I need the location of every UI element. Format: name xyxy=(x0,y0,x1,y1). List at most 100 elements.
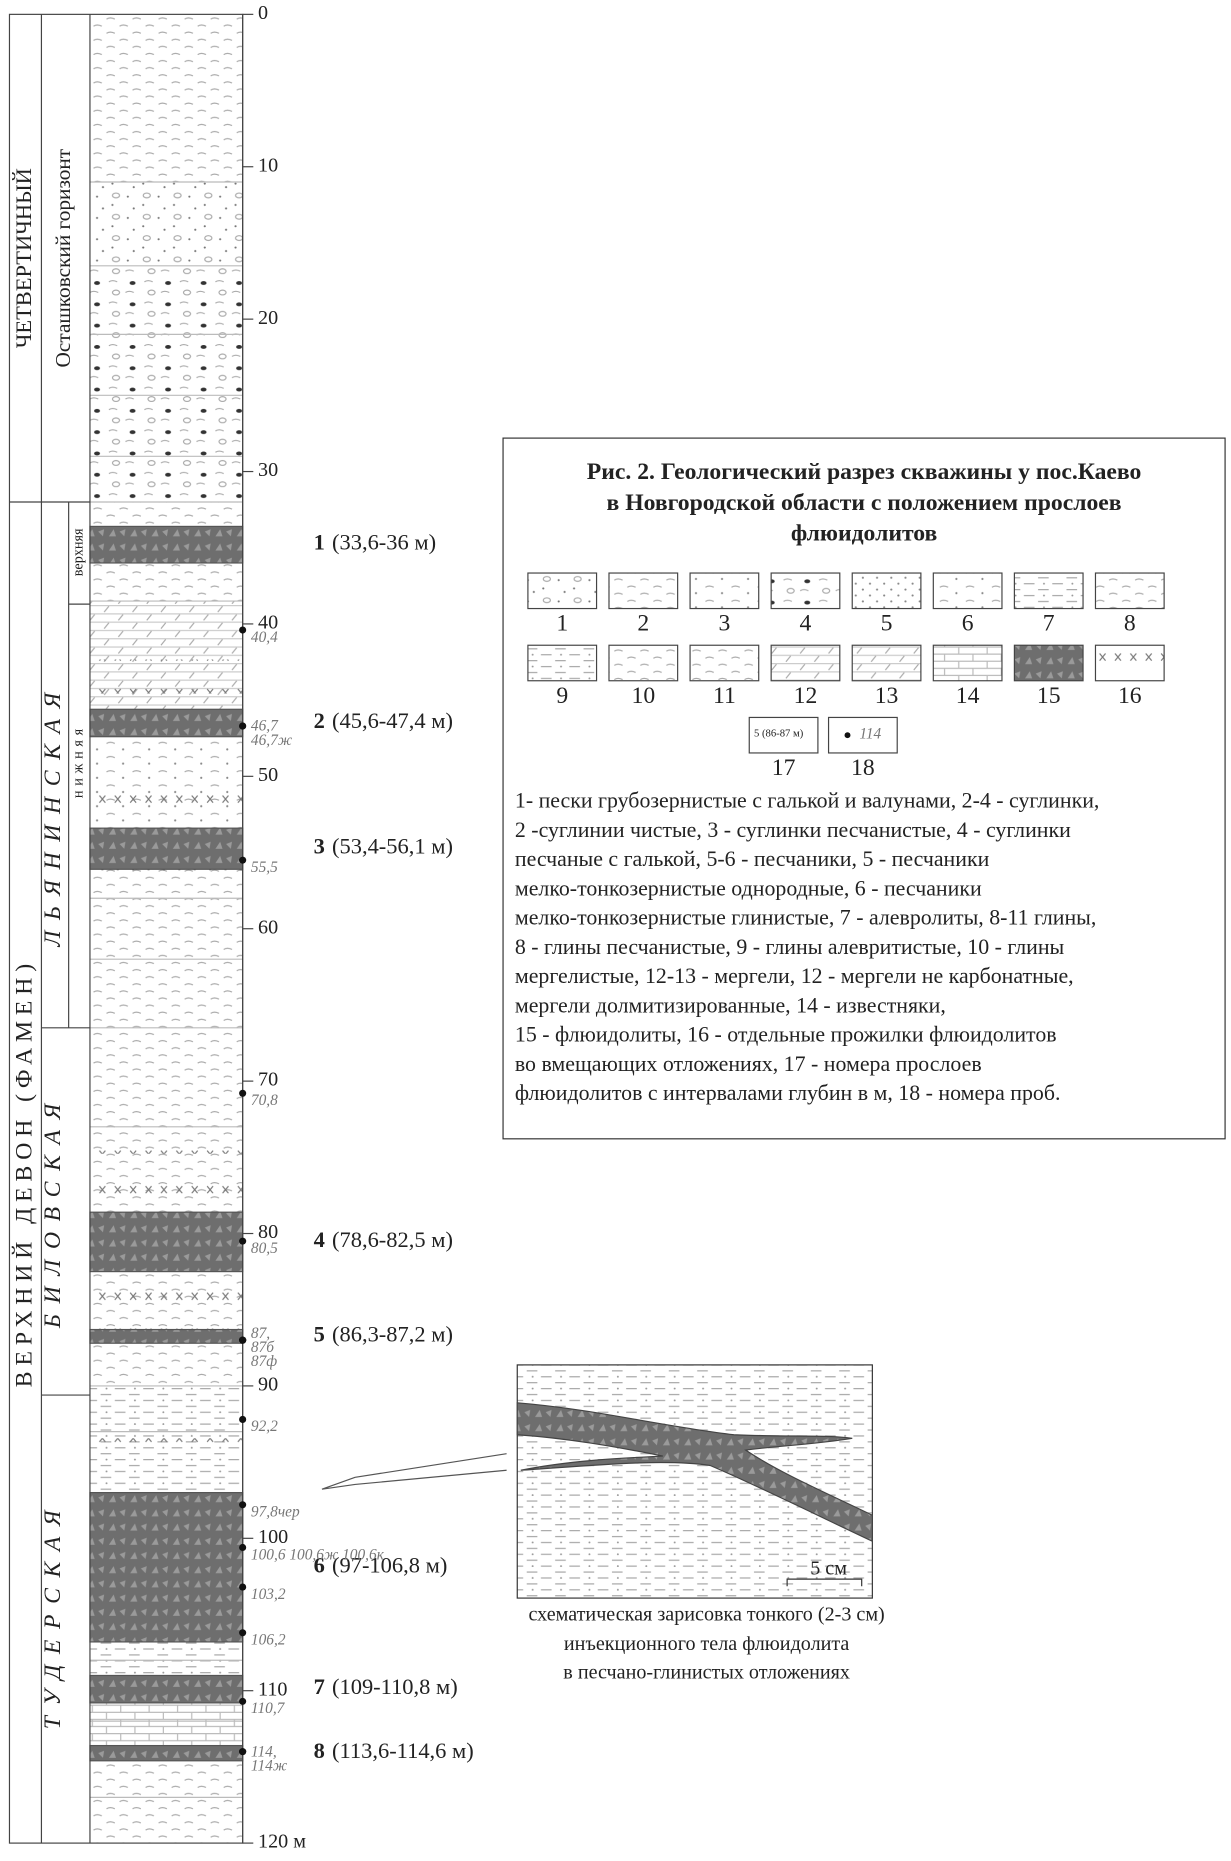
legend-number: 2 xyxy=(637,611,649,637)
layer-label: 3(53,4-56,1 м) xyxy=(314,834,453,859)
layer-interval: (45,6-47,4 м) xyxy=(332,708,453,733)
legend-number: 15 xyxy=(1037,683,1061,709)
legend-number: 9 xyxy=(556,683,568,709)
legend: Рис. 2. Геологический разрез скважины у … xyxy=(515,459,1164,1105)
legend-title: Рис. 2. Геологический разрез скважины у … xyxy=(587,459,1142,485)
vein-marks xyxy=(90,1271,243,1285)
layer-label: 1(33,6-36 м) xyxy=(314,530,436,555)
layer-label: 4 (78,6-82,5 м) xyxy=(314,1227,453,1252)
legend-swatch xyxy=(609,645,678,681)
inset: 5 см схематическая зарисовка тонкого (2-… xyxy=(322,1365,885,1684)
page: Геологический разрез html, body { margin… xyxy=(0,0,1231,1861)
depth-tick-label: 50 xyxy=(258,764,278,786)
legend-number: 4 xyxy=(800,611,812,637)
legend-description: 1- пески грубозернистые с галькой и валу… xyxy=(515,788,1100,813)
legend-swatch xyxy=(1014,645,1083,681)
legend-swatch xyxy=(1014,573,1083,609)
formation-label: ТУДЕРСКАЯ xyxy=(40,1500,66,1729)
legend-description: мергели долмитизированные, 14 - известня… xyxy=(515,992,946,1017)
legend-number: 6 xyxy=(962,611,974,637)
depth-tick-label: 90 xyxy=(258,1374,278,1396)
fluidolite-layer xyxy=(90,709,243,736)
fluidolite-layer xyxy=(90,1746,243,1761)
formation-label: ЛЬЯНИНСКАЯ xyxy=(40,682,66,947)
legend-swatch xyxy=(771,645,840,681)
legend-number: 8 xyxy=(1124,611,1136,637)
legend-swatch xyxy=(933,573,1002,609)
sample-label: 97,8чер xyxy=(251,1504,300,1521)
fluidolite-layer xyxy=(90,828,243,869)
layer-number: 5 xyxy=(314,1322,325,1347)
layer-interval: (78,6-82,5 м) xyxy=(332,1227,453,1252)
legend-number: 11 xyxy=(713,683,736,709)
layer-label: 2 (45,6-47,4 м) xyxy=(314,708,453,733)
subformation-label: нижняя xyxy=(71,724,87,798)
fluidolite-layer xyxy=(90,1493,243,1642)
system-label: ЧЕТВЕРТИЧНЫЙ xyxy=(11,168,36,348)
vein-marks xyxy=(90,795,243,809)
arrow xyxy=(322,1454,507,1490)
legend-description: флюидолитов с интервалами глубин в м, 18… xyxy=(515,1080,1061,1105)
inset-caption: инъекционного тела флюидолита xyxy=(564,1633,850,1655)
legend-number: 12 xyxy=(794,683,818,709)
legend-swatch xyxy=(1095,573,1164,609)
sample-label: 46,7ж xyxy=(251,732,293,749)
legend-title: в Новгородской области с положением прос… xyxy=(607,490,1122,516)
fluidolite-layer xyxy=(90,526,243,563)
legend-swatch xyxy=(852,645,921,681)
legend-swatch xyxy=(528,645,597,681)
vein-marks xyxy=(90,1179,243,1193)
sample-dot xyxy=(239,722,246,729)
legend-swatch xyxy=(852,573,921,609)
legend-description: мергелистые, 12-13 - мергели, 12 - мерге… xyxy=(515,963,1074,988)
legend-swatch xyxy=(1095,645,1164,681)
legend-number: 17 xyxy=(772,755,796,781)
inset-caption: в песчано-глинистых отложениях xyxy=(563,1661,850,1683)
layer-number: 7 xyxy=(314,1674,325,1699)
sample-label: 92,2 xyxy=(251,1418,278,1435)
legend-description: мелко-тонкозернистые однородные, 6 - пес… xyxy=(515,875,982,900)
sample-dot xyxy=(239,1501,246,1508)
scale-label: 5 см xyxy=(810,1557,847,1579)
fluidolite-layer xyxy=(90,1330,243,1344)
legend-description: 15 - флюидолиты, 16 - отдельные прожилки… xyxy=(515,1022,1057,1047)
layer-number: 2 xyxy=(314,708,325,733)
figure: 1(33,6-36 м) 2 (45,6-47,4 м) 3(53,4-56,1 м)… xyxy=(0,0,1231,1861)
layer-label: 8(113,6-114,6 м) xyxy=(314,1738,474,1763)
layer-number: 4 xyxy=(314,1227,325,1252)
sample-dot xyxy=(239,626,246,633)
fluidolite-layer xyxy=(90,1675,243,1702)
legend-number: 10 xyxy=(631,683,655,709)
sample-dot xyxy=(239,1629,246,1636)
depth-tick-label: 30 xyxy=(258,459,278,481)
sample-dot xyxy=(239,1090,246,1097)
sample-dot xyxy=(239,1238,246,1245)
depth-tick-label: 70 xyxy=(258,1069,278,1091)
sample-label: 100,6 100,6ж 100,6к xyxy=(251,1546,385,1563)
legend-number: 14 xyxy=(956,683,980,709)
depth-tick-label: 110 xyxy=(258,1678,287,1700)
vein-marks xyxy=(90,660,243,674)
legend-description: песчаные с галькой, 5-6 - песчаники, 5 -… xyxy=(515,846,990,871)
lithology xyxy=(90,14,243,182)
legend-swatch xyxy=(609,573,678,609)
sample-dot xyxy=(239,1337,246,1344)
vein-marks xyxy=(90,1292,243,1306)
legend-number: 16 xyxy=(1118,683,1142,709)
depth-tick-label: 20 xyxy=(258,307,278,329)
sample-label: 103,2 xyxy=(251,1586,286,1603)
sample-label: 110,7 xyxy=(251,1700,286,1717)
vein-marks xyxy=(90,1804,243,1818)
legend-swatch xyxy=(933,645,1002,681)
layer-number: 1 xyxy=(314,530,325,555)
system-label: ВЕРХНИЙ ДЕВОН (ФАМЕН) xyxy=(11,958,37,1387)
sample-label: 106,2 xyxy=(251,1632,286,1649)
layer-interval: (86,3-87,2 м) xyxy=(332,1322,453,1347)
legend-swatch xyxy=(771,573,840,609)
legend-number: 7 xyxy=(1043,611,1055,637)
sample-dot xyxy=(239,1748,246,1755)
formation-label: БИЛОВСКАЯ xyxy=(40,1093,66,1329)
legend-sample: 114 xyxy=(859,726,881,743)
horizon-label: Осташковский горизонт xyxy=(51,149,75,368)
legend-number: 18 xyxy=(851,755,875,781)
